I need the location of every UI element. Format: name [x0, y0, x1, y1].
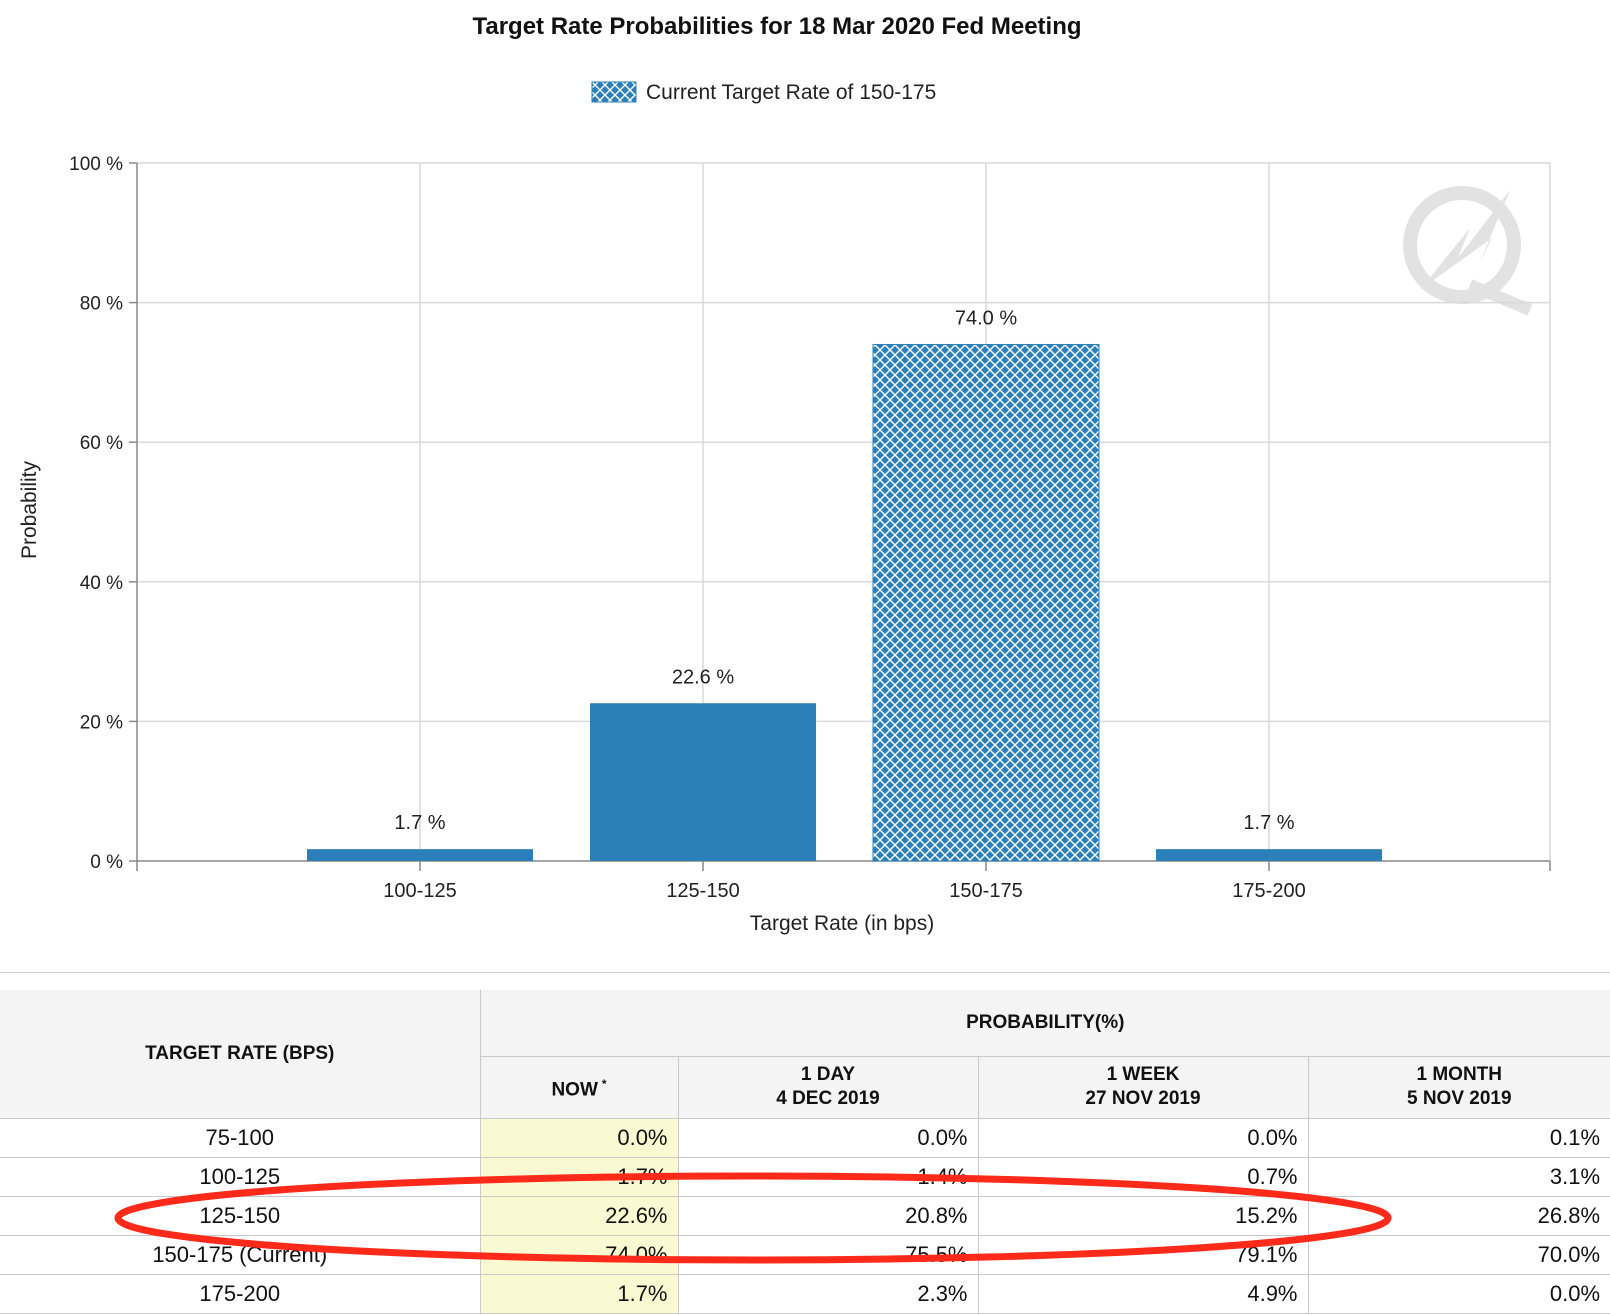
data-label: 1.7 %: [394, 812, 445, 834]
table-row: 175-200 1.7% 2.3% 4.9% 0.0%: [0, 1274, 1610, 1313]
x-axis-label: Target Rate (in bps): [750, 912, 934, 935]
y-tick-label: 20 %: [80, 712, 123, 733]
column-header-date: 27 NOV 2019: [979, 1087, 1308, 1111]
bar: [1156, 849, 1382, 861]
column-header-1-week: 1 WEEK 27 NOV 2019: [978, 1056, 1308, 1118]
column-header-1-month: 1 MONTH 5 NOV 2019: [1308, 1056, 1610, 1118]
table-row: 150-175 (Current) 74.0% 75.5% 79.1% 70.0…: [0, 1235, 1610, 1274]
row-header: TARGET RATE (BPS): [0, 990, 480, 1118]
column-header-label: 1 MONTH: [1309, 1063, 1610, 1087]
footnote-marker: *: [602, 1077, 607, 1091]
target-rate-cell: 75-100: [0, 1118, 480, 1157]
now-cell: 74.0%: [480, 1235, 678, 1274]
legend-swatch: [592, 82, 636, 102]
data-label: 74.0 %: [955, 307, 1017, 329]
one-week-cell: 15.2%: [978, 1196, 1308, 1235]
cme-logo-icon: [1410, 190, 1530, 310]
one-day-cell: 1.4%: [678, 1157, 978, 1196]
y-tick-label: 100 %: [69, 154, 123, 175]
one-month-cell: 3.1%: [1308, 1157, 1610, 1196]
y-tick-label: 60 %: [80, 433, 123, 454]
one-month-cell: 26.8%: [1308, 1196, 1610, 1235]
one-day-cell: 75.5%: [678, 1235, 978, 1274]
y-axis-label: Probability: [18, 460, 41, 559]
one-day-cell: 20.8%: [678, 1196, 978, 1235]
column-header-label: 1 WEEK: [979, 1063, 1308, 1087]
divider: [0, 972, 1610, 973]
target-rate-cell: 150-175 (Current): [0, 1235, 480, 1274]
x-tick-label: 100-125: [383, 880, 456, 902]
target-rate-cell: 125-150: [0, 1196, 480, 1235]
target-rate-cell: 175-200: [0, 1274, 480, 1313]
one-day-cell: 0.0%: [678, 1118, 978, 1157]
one-week-cell: 79.1%: [978, 1235, 1308, 1274]
x-tick-label: 175-200: [1232, 880, 1305, 902]
chart-panel: Target Rate Probabilities for 18 Mar 202…: [0, 0, 1610, 990]
one-week-cell: 0.7%: [978, 1157, 1308, 1196]
one-month-cell: 0.0%: [1308, 1274, 1610, 1313]
column-header-1-day: 1 DAY 4 DEC 2019: [678, 1056, 978, 1118]
now-cell: 0.0%: [480, 1118, 678, 1157]
bar-chart: Target Rate Probabilities for 18 Mar 202…: [0, 0, 1610, 990]
now-cell: 22.6%: [480, 1196, 678, 1235]
column-header-now: NOW *: [480, 1056, 678, 1118]
data-label: 22.6 %: [672, 666, 734, 688]
probability-table: TARGET RATE (BPS) PROBABILITY(%) NOW * 1 …: [0, 990, 1610, 1314]
one-month-cell: 0.1%: [1308, 1118, 1610, 1157]
y-tick-label: 80 %: [80, 294, 123, 315]
one-week-cell: 0.0%: [978, 1118, 1308, 1157]
table-row-highlighted: 125-150 22.6% 20.8% 15.2% 26.8%: [0, 1196, 1610, 1235]
one-month-cell: 70.0%: [1308, 1235, 1610, 1274]
one-day-cell: 2.3%: [678, 1274, 978, 1313]
bar-highlighted: [873, 344, 1099, 861]
x-tick-label: 125-150: [666, 880, 739, 902]
bar: [307, 849, 533, 861]
data-label: 1.7 %: [1243, 812, 1294, 834]
table-row: 75-100 0.0% 0.0% 0.0% 0.1%: [0, 1118, 1610, 1157]
column-header-date: 5 NOV 2019: [1309, 1087, 1610, 1111]
target-rate-cell: 100-125: [0, 1157, 480, 1196]
group-header: PROBABILITY(%): [480, 990, 1610, 1056]
bar: [590, 703, 816, 861]
legend: Current Target Rate of 150-175: [592, 81, 936, 104]
column-header-now-label: NOW: [551, 1079, 597, 1100]
one-week-cell: 4.9%: [978, 1274, 1308, 1313]
now-cell: 1.7%: [480, 1157, 678, 1196]
x-tick-label: 150-175: [949, 880, 1022, 902]
y-tick-label: 0 %: [90, 852, 123, 873]
column-header-label: 1 DAY: [679, 1063, 978, 1087]
y-tick-label: 40 %: [80, 573, 123, 594]
column-header-date: 4 DEC 2019: [679, 1087, 978, 1111]
now-cell: 1.7%: [480, 1274, 678, 1313]
legend-label: Current Target Rate of 150-175: [646, 81, 936, 104]
chart-title: Target Rate Probabilities for 18 Mar 202…: [472, 13, 1081, 40]
table-row: 100-125 1.7% 1.4% 0.7% 3.1%: [0, 1157, 1610, 1196]
